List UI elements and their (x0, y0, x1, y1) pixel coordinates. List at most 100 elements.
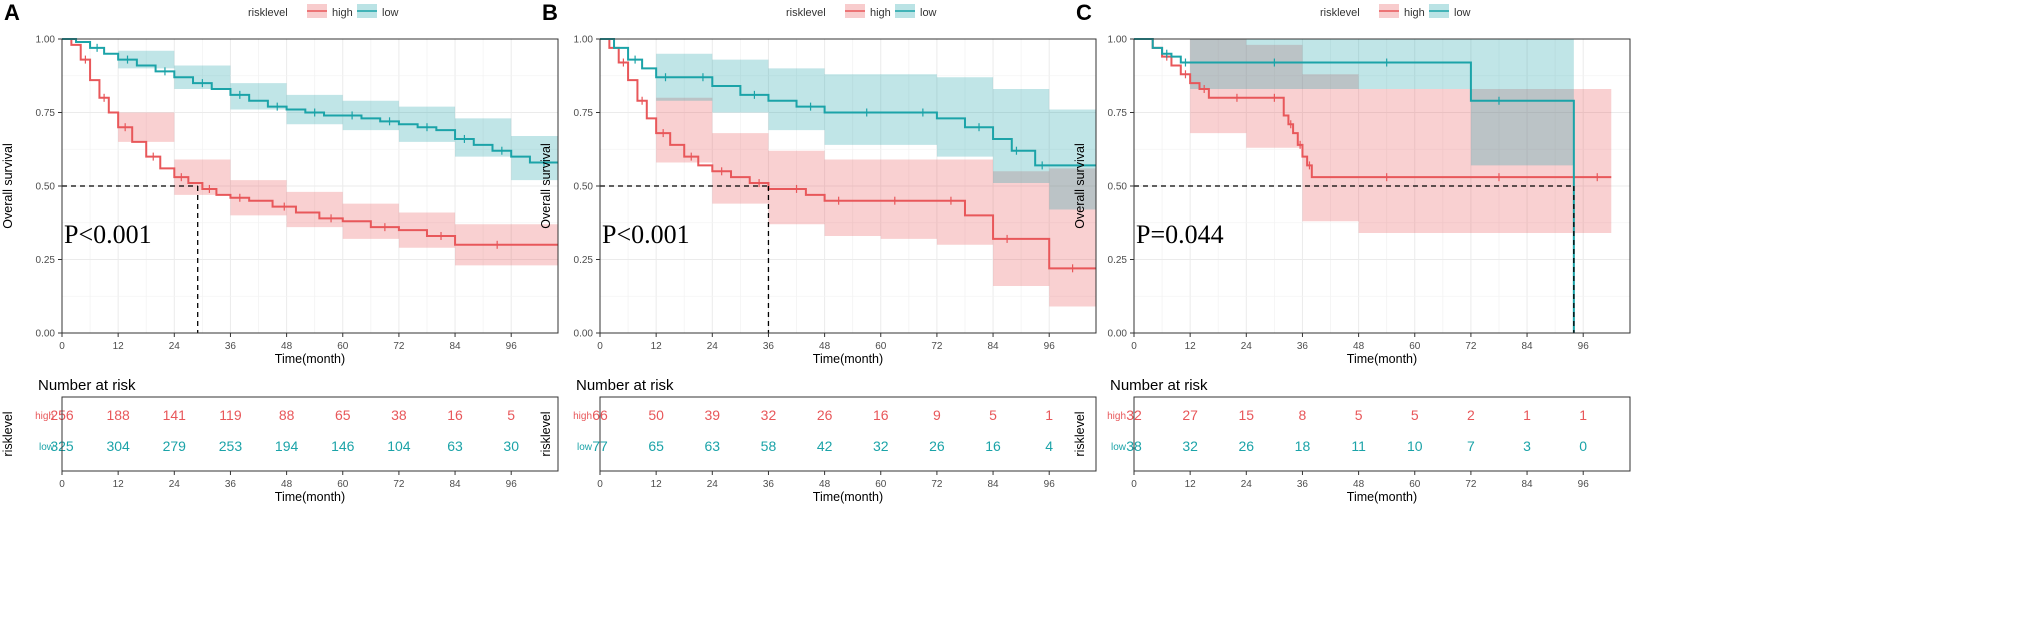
p-value: P<0.001 (64, 220, 152, 249)
x-tick-label: 0 (1131, 341, 1137, 352)
y-tick-label: 0.75 (1108, 108, 1128, 119)
x-tick-label: 48 (1353, 341, 1365, 352)
risk-x-tick-label: 24 (707, 479, 719, 490)
risk-count-low: 65 (648, 438, 664, 454)
y-tick-label: 0.50 (36, 182, 56, 193)
risk-x-tick-label: 0 (59, 479, 65, 490)
risk-count-low: 279 (163, 438, 187, 454)
x-tick-label: 72 (393, 341, 405, 352)
risk-table-frame (61, 396, 559, 472)
risk-count-high: 2 (1467, 407, 1475, 423)
risk-x-tick-label: 72 (931, 479, 943, 490)
x-tick-label: 96 (1578, 341, 1590, 352)
risk-x-axis-title: Time(month) (813, 490, 883, 504)
risk-table-title: Number at risk (1110, 377, 1208, 394)
risk-count-low: 32 (1182, 438, 1198, 454)
risk-row-label-high: high (1107, 411, 1126, 422)
x-tick-label: 12 (1185, 341, 1197, 352)
legend-title: risklevel (786, 7, 826, 19)
x-tick-label: 12 (651, 341, 663, 352)
y-axis-title: Overall survival (539, 143, 553, 228)
p-value: P=0.044 (1136, 220, 1224, 249)
risk-row-label-high: high (573, 411, 592, 422)
risk-x-tick-label: 48 (281, 479, 293, 490)
risk-count-high: 16 (447, 407, 463, 423)
survival-curve-low (1134, 38, 1575, 333)
y-tick-label: 0.00 (574, 329, 594, 340)
risk-count-low: 146 (331, 438, 355, 454)
risk-count-high: 119 (219, 407, 242, 423)
risk-x-tick-label: 48 (1353, 479, 1365, 490)
x-axis-title: Time(month) (813, 352, 883, 366)
risk-count-low: 26 (1239, 438, 1255, 454)
censor-marks-low (96, 43, 545, 167)
censor-marks-low (634, 55, 1043, 170)
x-tick-label: 48 (281, 341, 293, 352)
risk-x-tick-label: 84 (987, 479, 999, 490)
risk-count-low: 18 (1295, 438, 1311, 454)
risk-x-tick-label: 36 (1297, 479, 1309, 490)
risk-x-tick-label: 12 (651, 479, 663, 490)
x-tick-label: 72 (931, 341, 943, 352)
ci-band-high (1134, 39, 1612, 234)
x-tick-label: 48 (819, 341, 831, 352)
panel-letter: C (1076, 0, 1092, 25)
legend-label-low: low (382, 7, 399, 19)
x-tick-label: 60 (875, 341, 887, 352)
x-tick-label: 0 (59, 341, 65, 352)
x-tick-label: 12 (113, 341, 125, 352)
risk-x-tick-label: 0 (1131, 479, 1137, 490)
risk-x-tick-label: 24 (169, 479, 181, 490)
risk-count-low: 63 (705, 438, 721, 454)
risk-x-tick-label: 96 (1578, 479, 1590, 490)
legend-label-low: low (920, 7, 937, 19)
risk-count-high: 1 (1523, 407, 1531, 423)
legend-label-high: high (870, 7, 891, 19)
x-tick-label: 36 (225, 341, 237, 352)
x-tick-label: 84 (1521, 341, 1533, 352)
x-axis-title: Time(month) (275, 352, 345, 366)
risk-x-tick-label: 60 (1409, 479, 1421, 490)
censor-marks-high (84, 55, 498, 249)
risk-row-label-low: low (577, 442, 593, 453)
survival-curve-high (1134, 38, 1612, 179)
risk-count-low: 58 (761, 438, 777, 454)
risk-count-high: 38 (391, 407, 407, 423)
risk-count-low: 42 (817, 438, 833, 454)
risk-x-tick-label: 60 (337, 479, 349, 490)
p-value: P<0.001 (602, 220, 690, 249)
risk-x-tick-label: 24 (1241, 479, 1253, 490)
risk-count-high: 27 (1182, 407, 1198, 423)
risk-count-high: 1 (1579, 407, 1587, 423)
x-tick-label: 84 (987, 341, 999, 352)
x-tick-label: 96 (506, 341, 518, 352)
risk-count-high: 188 (106, 407, 130, 423)
x-tick-label: 24 (707, 341, 719, 352)
survival-curve-low (62, 38, 558, 164)
risk-count-high: 9 (933, 407, 941, 423)
risk-count-high: 39 (705, 407, 721, 423)
risk-count-high: 26 (817, 407, 833, 423)
risk-count-high: 5 (989, 407, 997, 423)
legend-title: risklevel (1320, 7, 1360, 19)
risk-count-low: 194 (275, 438, 299, 454)
ci-band-low (600, 39, 1096, 210)
risk-count-low: 11 (1351, 438, 1366, 454)
risk-table-title: Number at risk (576, 377, 674, 394)
risk-count-high: 1 (1045, 407, 1053, 423)
y-axis-title: Overall survival (1, 143, 15, 228)
y-tick-label: 0.75 (36, 108, 56, 119)
legend: risklevel high low (248, 4, 399, 19)
risk-x-tick-label: 84 (1521, 479, 1533, 490)
risk-count-high: 5 (1355, 407, 1363, 423)
risk-count-high: 50 (648, 407, 664, 423)
risk-count-high: 88 (279, 407, 295, 423)
risk-row-label-high: high (35, 411, 54, 422)
x-tick-label: 84 (449, 341, 461, 352)
risk-table-frame (599, 396, 1097, 472)
risk-x-tick-label: 72 (393, 479, 405, 490)
risk-x-tick-label: 96 (1044, 479, 1056, 490)
